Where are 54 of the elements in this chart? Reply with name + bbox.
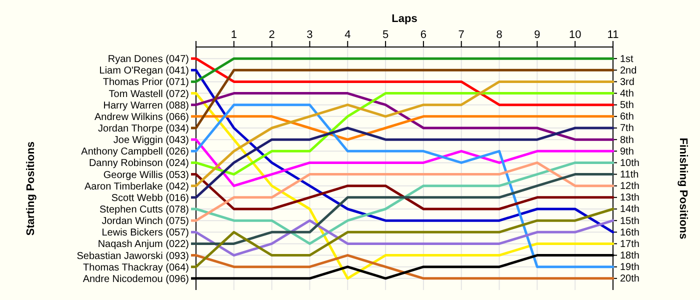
- y-tick-label: 9th: [620, 146, 634, 158]
- x-tick-label: 3: [306, 29, 313, 41]
- x-tick-label: 5: [382, 29, 389, 41]
- x-tick-label: 7: [458, 29, 464, 41]
- legend-label: Andre Nicodemou (096): [82, 274, 189, 285]
- y-tick-label: 7th: [620, 123, 634, 134]
- legend-label: Scott Webb (016): [111, 192, 189, 204]
- y-tick-label: 2nd: [620, 65, 637, 76]
- legend-label: Stephen Cutts (078): [100, 204, 189, 216]
- legend-label: Jordan Thorpe (034): [98, 124, 189, 134]
- y-tick-label: 16th: [620, 227, 640, 238]
- x-tick-label: 1: [230, 29, 237, 41]
- text: Starting Positions: [25, 141, 37, 236]
- x-tick-label: 2: [268, 29, 275, 41]
- y-tick-label: 5th: [620, 100, 634, 112]
- legend-label: Thomas Thackray (064): [83, 262, 189, 274]
- legend-label: Aaron Timberlake (042): [84, 181, 189, 192]
- y-tick-label: 3rd: [620, 76, 634, 88]
- y-tick-label: 4th: [620, 88, 634, 100]
- y-tick-label: 18th: [620, 250, 640, 262]
- y-tick-label: 17th: [620, 238, 640, 250]
- x-tick-label: 11: [607, 29, 619, 41]
- y-tick-label: 20th: [620, 274, 640, 285]
- legend-label: Tom Wastell (072): [108, 88, 189, 100]
- legend-label: Lewis Bickers (057): [102, 228, 189, 239]
- legend-label: Danny Robinson (024): [88, 158, 189, 170]
- legend-label: Jordan Winch (075): [102, 216, 189, 228]
- x-tick-label: 10: [568, 29, 582, 41]
- x-tick-label: 4: [344, 29, 351, 41]
- y-tick-label: 15th: [620, 216, 640, 227]
- legend-label: Joe Wiggin (043): [113, 135, 189, 146]
- y-tick-label: 8th: [620, 134, 634, 146]
- y-tick-label: 1st: [620, 54, 634, 65]
- x-tick-label: 8: [496, 29, 502, 41]
- legend-label: Liam O'Regan (041): [99, 66, 189, 77]
- x-tick-label: 6: [420, 29, 427, 41]
- y-tick-label: 14th: [620, 204, 640, 216]
- y-tick-label: 13th: [620, 192, 640, 204]
- y-tick-label: 10th: [620, 158, 640, 169]
- legend-label: Ryan Dones (047): [108, 54, 189, 66]
- legend-label: Anthony Campbell (026): [81, 146, 189, 158]
- legend-label: Sebastian Jaworski (093): [76, 250, 189, 262]
- y-tick-label: 11th: [620, 169, 639, 180]
- x-axis-title: Laps: [392, 13, 418, 25]
- y-tick-label: 12th: [620, 181, 640, 192]
- legend-label: Andrew Wilkins (066): [94, 112, 189, 123]
- y-tick-label: 19th: [620, 262, 640, 274]
- legend-label: Harry Warren (088): [103, 100, 189, 112]
- x-tick-label: 9: [534, 29, 540, 41]
- legend-label: George Willis (053): [103, 170, 189, 181]
- legend-label: Naqash Anjum (022): [98, 239, 189, 250]
- y-axis-title: Finishing Positions: [677, 138, 689, 240]
- legend-label: Thomas Prior (071): [102, 77, 189, 88]
- y-tick-label: 6th: [620, 112, 634, 123]
